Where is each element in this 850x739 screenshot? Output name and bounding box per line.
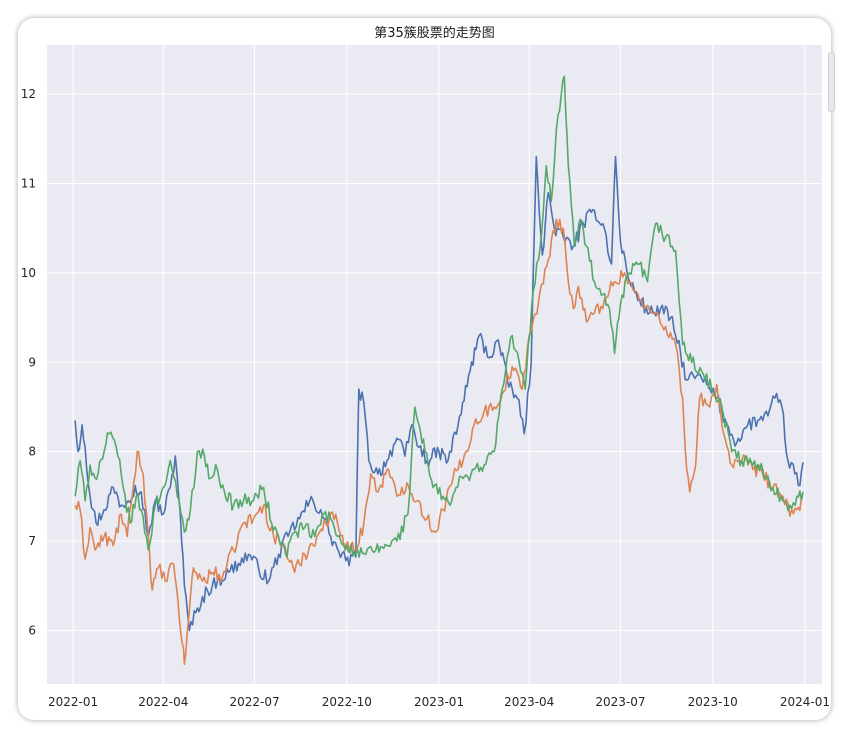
scrollbar[interactable] [828, 52, 835, 112]
x-tick-label: 2023-07 [595, 695, 645, 709]
x-tick-label: 2022-10 [322, 695, 372, 709]
series-line [74, 75, 804, 558]
plot-area [47, 45, 822, 684]
y-tick-label: 7 [28, 534, 36, 548]
y-tick-label: 6 [28, 623, 36, 637]
x-tick-label: 2022-01 [48, 695, 98, 709]
series-line [74, 218, 804, 666]
chart-title: 第35簇股票的走势图 [374, 25, 495, 41]
y-tick-label: 11 [21, 177, 36, 191]
x-tick-label: 2023-04 [504, 695, 554, 709]
series-line [74, 155, 804, 632]
x-tick-label: 2023-10 [688, 695, 738, 709]
y-axis: 6 7 8 9 10 11 12 [21, 87, 36, 637]
grid-lines [47, 45, 822, 684]
y-tick-label: 8 [28, 445, 36, 459]
y-tick-label: 10 [21, 266, 36, 280]
x-tick-label: 2023-01 [414, 695, 464, 709]
x-axis: 2022-01 2022-04 2022-07 2022-10 2023-01 2023-… [48, 695, 830, 709]
x-tick-label: 2024-01 [780, 695, 830, 709]
x-tick-label: 2022-07 [229, 695, 279, 709]
series-layer [74, 75, 804, 666]
y-tick-label: 9 [28, 355, 36, 369]
x-tick-label: 2022-04 [138, 695, 188, 709]
y-tick-label: 12 [21, 87, 36, 101]
